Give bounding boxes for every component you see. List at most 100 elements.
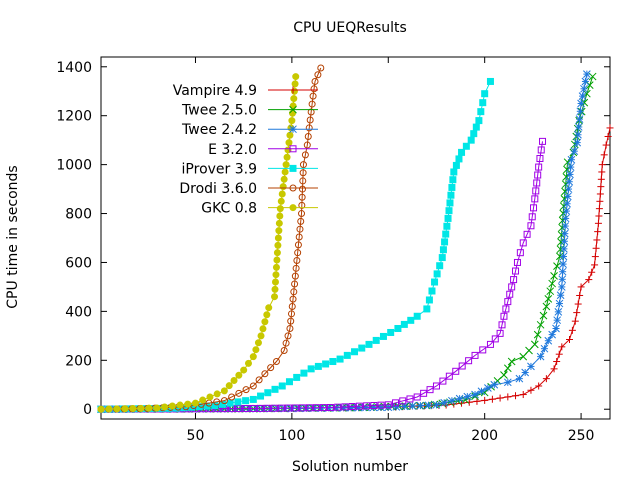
y-tick-label: 200 [65, 353, 92, 369]
data-point [298, 404, 306, 412]
data-point [276, 212, 284, 220]
data-point [477, 387, 486, 396]
data-point [329, 358, 337, 366]
data-point [555, 350, 563, 358]
data-point [270, 404, 278, 412]
data-point [490, 380, 499, 389]
data-point [470, 130, 478, 138]
data-point [527, 386, 535, 394]
data-point [450, 168, 458, 176]
data-point [578, 92, 587, 100]
data-point [341, 403, 349, 411]
series-layer [97, 64, 614, 414]
legend-label: Twee 2.4.2 [181, 122, 257, 138]
data-point [307, 108, 315, 116]
legend-label: Vampire 4.9 [173, 83, 257, 99]
data-point [496, 394, 504, 402]
data-point [284, 404, 292, 412]
y-tick-label: 600 [65, 255, 92, 271]
data-point [290, 87, 298, 95]
legend-swatch-marker [289, 125, 297, 134]
data-point [566, 163, 575, 171]
data-point [447, 191, 455, 199]
data-point [282, 161, 290, 169]
data-point [595, 205, 603, 213]
data-point [121, 405, 129, 413]
data-point [244, 359, 252, 367]
data-point [420, 389, 428, 397]
y-tick-label: 1200 [56, 109, 92, 125]
data-point [575, 115, 584, 123]
data-point [225, 382, 233, 390]
data-point [558, 275, 567, 284]
legend-label: Twee 2.5.0 [181, 103, 257, 119]
data-point [280, 175, 288, 183]
x-tick-label: 150 [375, 428, 402, 444]
data-point [604, 132, 612, 140]
data-point [513, 258, 521, 266]
data-point [577, 283, 585, 291]
data-point [226, 399, 234, 407]
data-point [556, 245, 565, 254]
data-point [598, 168, 606, 176]
y-tick-label: 1000 [56, 158, 92, 174]
data-point [358, 344, 366, 352]
data-point [570, 147, 579, 156]
data-point [432, 382, 440, 390]
data-point [285, 139, 293, 147]
data-point [379, 332, 387, 340]
data-point [562, 207, 571, 215]
data-point [580, 84, 588, 93]
data-point [576, 291, 584, 299]
data-point [559, 252, 568, 261]
data-point [598, 161, 606, 169]
data-point [473, 397, 481, 405]
data-point [591, 253, 599, 261]
series-twee-2-4-2 [97, 70, 591, 414]
data-point [286, 325, 294, 332]
data-point [220, 397, 228, 405]
data-point [519, 352, 528, 361]
data-point [308, 100, 316, 108]
data-point [581, 77, 590, 86]
data-point [271, 285, 279, 293]
data-point [521, 368, 530, 377]
plot-frame [100, 56, 611, 420]
legend-swatch-marker [289, 184, 297, 192]
data-point [500, 312, 508, 320]
data-point [465, 398, 473, 406]
data-point [272, 271, 280, 279]
data-point [423, 305, 431, 313]
legend-item-vampire-4-9: Vampire 4.9 [173, 83, 318, 99]
series-e-3-2-0 [97, 137, 547, 413]
data-point [498, 321, 506, 329]
data-point [444, 214, 452, 222]
data-point [539, 137, 547, 145]
data-point [265, 304, 273, 312]
data-point [594, 228, 602, 236]
data-point [392, 399, 400, 407]
data-point [527, 362, 535, 371]
data-point [249, 395, 257, 403]
y-tick-label: 800 [65, 207, 92, 223]
data-point [294, 241, 302, 249]
data-point [264, 389, 272, 397]
data-point [259, 325, 267, 333]
data-point [556, 291, 565, 300]
data-point [309, 92, 317, 100]
data-point [274, 241, 282, 249]
x-tick-label: 250 [568, 428, 595, 444]
data-point [550, 272, 558, 280]
data-point [567, 155, 576, 164]
data-point [452, 161, 460, 169]
data-point [574, 300, 582, 308]
data-point [242, 397, 250, 405]
data-point [537, 146, 545, 154]
data-point [292, 264, 300, 272]
data-point [281, 168, 289, 176]
data-point [593, 236, 601, 244]
data-point [560, 245, 568, 253]
data-point [573, 138, 582, 147]
data-point [512, 392, 520, 400]
data-point [455, 155, 463, 163]
